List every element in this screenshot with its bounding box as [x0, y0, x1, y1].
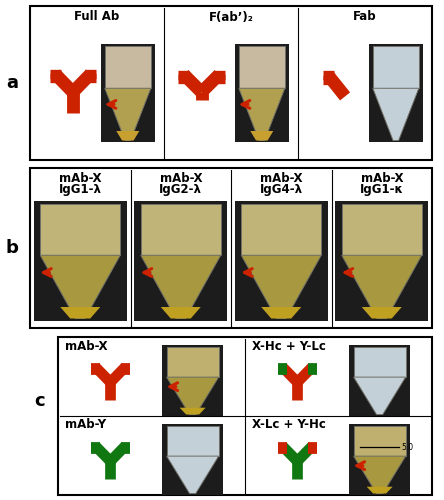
Polygon shape: [353, 377, 406, 414]
Bar: [235, 44, 289, 142]
Bar: [335, 201, 428, 321]
Bar: [349, 424, 410, 495]
Text: IgG4-λ: IgG4-λ: [260, 184, 303, 196]
Polygon shape: [373, 88, 419, 141]
Polygon shape: [116, 131, 139, 140]
Text: X-Lc + Y-Hc: X-Lc + Y-Hc: [252, 418, 326, 432]
Bar: [58, 337, 432, 495]
Polygon shape: [367, 486, 392, 494]
Polygon shape: [353, 456, 406, 494]
Polygon shape: [161, 307, 201, 318]
Bar: [239, 46, 285, 88]
Text: F(ab’)₂: F(ab’)₂: [209, 10, 254, 24]
Bar: [163, 424, 223, 495]
Polygon shape: [40, 255, 120, 318]
Polygon shape: [180, 408, 206, 414]
Bar: [135, 201, 227, 321]
Bar: [105, 46, 151, 88]
Bar: [349, 345, 410, 416]
Polygon shape: [141, 255, 221, 318]
Polygon shape: [105, 88, 151, 141]
Bar: [166, 426, 218, 456]
Text: mAb-Y: mAb-Y: [65, 418, 106, 432]
Text: mAb-X: mAb-X: [65, 340, 107, 352]
Bar: [163, 345, 223, 416]
Bar: [141, 204, 221, 255]
Bar: [166, 346, 218, 377]
Text: a: a: [6, 74, 18, 92]
Polygon shape: [166, 377, 218, 414]
Text: IgG2-λ: IgG2-λ: [159, 184, 202, 196]
Bar: [342, 204, 422, 255]
Bar: [369, 44, 423, 142]
Text: mAb-X: mAb-X: [361, 172, 403, 184]
Bar: [101, 44, 155, 142]
Polygon shape: [342, 255, 422, 318]
Polygon shape: [261, 307, 301, 318]
Bar: [30, 6, 432, 160]
Bar: [353, 426, 406, 456]
Bar: [241, 204, 321, 255]
Polygon shape: [362, 307, 402, 318]
Text: IgG1-κ: IgG1-κ: [360, 184, 404, 196]
Polygon shape: [241, 255, 321, 318]
Bar: [34, 201, 127, 321]
Text: Fab: Fab: [353, 10, 377, 24]
Bar: [353, 346, 406, 377]
Bar: [40, 204, 120, 255]
Bar: [373, 46, 419, 88]
Text: X-Hc + Y-Lc: X-Hc + Y-Lc: [252, 340, 326, 352]
Text: IgG1-λ: IgG1-λ: [59, 184, 102, 196]
Polygon shape: [239, 88, 285, 141]
Polygon shape: [60, 307, 100, 318]
Bar: [30, 168, 432, 328]
Text: 5.0: 5.0: [401, 443, 414, 452]
Polygon shape: [250, 131, 274, 140]
Text: Full Ab: Full Ab: [75, 10, 119, 24]
Bar: [235, 201, 328, 321]
Text: mAb-X: mAb-X: [260, 172, 302, 184]
Text: c: c: [35, 392, 45, 410]
Polygon shape: [166, 456, 218, 494]
Text: mAb-X: mAb-X: [59, 172, 102, 184]
Text: b: b: [6, 239, 19, 257]
Text: mAb-X: mAb-X: [159, 172, 202, 184]
